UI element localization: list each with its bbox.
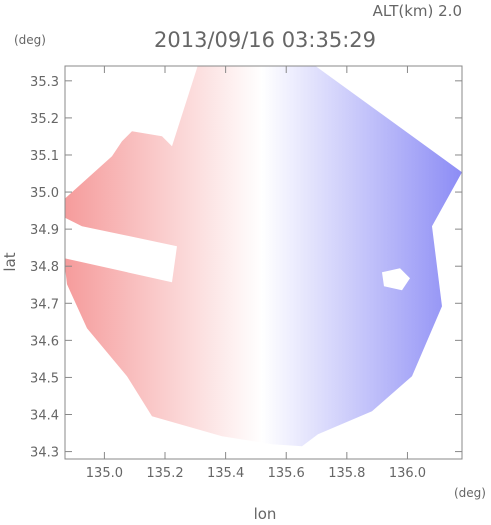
y-tick-label: 35.1 — [30, 149, 59, 164]
y-axis-title: lat — [1, 252, 19, 271]
x-tick-label: 135.4 — [207, 466, 244, 481]
y-tick-label: 34.3 — [30, 446, 59, 461]
velocity-field — [65, 66, 462, 447]
altitude-label: ALT(km) 2.0 — [373, 2, 462, 20]
x-tick-label: 135.6 — [268, 466, 305, 481]
x-axis-ticks: 135.0 135.2 135.4 135.6 135.8 136.0 — [86, 66, 426, 481]
y-tick-label: 34.4 — [30, 409, 59, 424]
x-tick-label: 135.8 — [328, 466, 365, 481]
y-axis-ticks: 34.3 34.4 34.5 34.6 34.7 34.8 34.9 35.0 35.1 35.2… — [30, 75, 462, 461]
y-tick-label: 34.5 — [30, 371, 59, 386]
x-unit-label: (deg) — [454, 486, 486, 500]
x-tick-label: 135.2 — [146, 466, 183, 481]
velocity-coverage — [65, 66, 462, 447]
no-data-gap — [381, 268, 410, 291]
y-tick-label: 35.0 — [30, 186, 59, 201]
x-axis-title: lon — [254, 505, 277, 521]
y-tick-label: 34.6 — [30, 334, 59, 349]
x-tick-label: 136.0 — [389, 466, 426, 481]
y-tick-label: 34.7 — [30, 297, 59, 312]
x-tick-label: 135.0 — [86, 466, 123, 481]
y-tick-label: 34.8 — [30, 260, 59, 275]
y-tick-label: 34.9 — [30, 223, 59, 238]
chart-title: 2013/09/16 03:35:29 — [154, 28, 376, 52]
y-tick-label: 35.3 — [30, 75, 59, 90]
y-unit-label: (deg) — [14, 33, 46, 47]
plot-frame — [64, 65, 463, 460]
y-tick-label: 35.2 — [30, 112, 59, 127]
